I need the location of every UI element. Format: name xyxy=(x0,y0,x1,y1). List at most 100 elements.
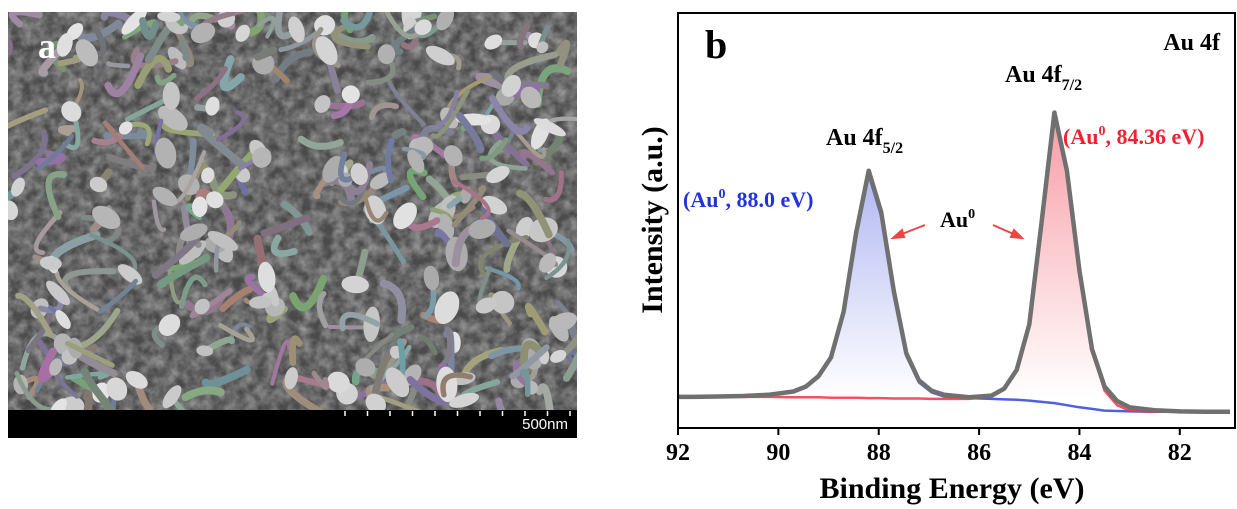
fiber xyxy=(487,139,528,171)
particle xyxy=(53,333,73,355)
particle xyxy=(449,392,480,408)
particle xyxy=(121,12,148,35)
particle xyxy=(539,253,557,273)
fiber xyxy=(340,12,373,31)
particle xyxy=(414,19,432,36)
particle xyxy=(190,22,216,44)
fiber xyxy=(535,383,554,410)
fiber xyxy=(455,111,485,154)
fiber xyxy=(8,36,13,56)
fiber xyxy=(106,61,131,69)
state-label: (Au0, 88.0 eV) xyxy=(683,187,813,212)
fiber xyxy=(431,88,470,139)
particle xyxy=(315,36,338,66)
fiber xyxy=(516,23,531,50)
particle xyxy=(11,177,25,197)
fiber xyxy=(33,210,63,256)
fiber xyxy=(428,89,460,130)
fiber xyxy=(516,189,553,239)
panel-label: b xyxy=(705,22,727,67)
fiber xyxy=(555,39,571,68)
particle xyxy=(436,12,455,31)
fiber xyxy=(157,254,210,288)
particle xyxy=(491,290,515,314)
fiber xyxy=(391,128,407,139)
particle xyxy=(327,371,350,393)
fiber xyxy=(519,149,556,176)
particle xyxy=(314,95,331,113)
fiber xyxy=(219,55,245,92)
particle xyxy=(377,44,396,65)
particle xyxy=(75,39,99,67)
fiber xyxy=(451,185,487,228)
fiber xyxy=(543,170,564,203)
scale-bar-label: 500nm xyxy=(522,416,568,433)
particle xyxy=(288,16,305,43)
particle xyxy=(205,96,220,116)
fiber xyxy=(177,12,200,29)
scale-bar-strip xyxy=(8,410,577,438)
fiber xyxy=(270,339,292,386)
fiber xyxy=(54,270,100,312)
particle xyxy=(533,118,566,137)
particle xyxy=(486,166,510,184)
fiber xyxy=(260,214,311,237)
particle xyxy=(92,205,121,229)
particle xyxy=(49,398,68,410)
particle xyxy=(257,261,276,293)
particle xyxy=(423,265,440,291)
particle xyxy=(118,121,133,135)
fiber xyxy=(440,372,474,398)
fiber xyxy=(368,102,399,121)
fiber xyxy=(45,171,67,220)
particle xyxy=(284,367,298,390)
particle xyxy=(425,45,455,66)
particle xyxy=(443,145,463,167)
fiber xyxy=(201,365,251,388)
particle xyxy=(355,358,376,377)
x-tick-label: 90 xyxy=(766,440,790,466)
fiber xyxy=(104,52,145,98)
particle xyxy=(206,191,224,209)
particle xyxy=(157,12,181,22)
particle xyxy=(369,172,391,190)
fiber xyxy=(280,200,314,236)
center-label: Au0 xyxy=(940,207,975,232)
fiber xyxy=(446,195,463,209)
fiber xyxy=(524,302,549,336)
xps-plot: b Au 4f Binding Energy (eV) Intensity (a… xyxy=(636,12,1236,505)
particle xyxy=(49,358,63,376)
particle xyxy=(8,200,19,221)
peak-fill xyxy=(678,116,1230,428)
fiber xyxy=(193,65,228,102)
fiber xyxy=(102,120,145,170)
particle xyxy=(520,86,542,109)
fiber xyxy=(207,174,238,200)
fiber xyxy=(331,24,371,50)
fiber xyxy=(297,135,344,150)
panel-label: a xyxy=(38,26,56,66)
fiber xyxy=(387,79,426,127)
particle xyxy=(252,147,272,168)
fiber xyxy=(491,71,509,88)
fiber xyxy=(129,121,152,147)
arrows xyxy=(890,224,1025,240)
y-axis-label: Intensity (a.u.) xyxy=(636,126,669,314)
particle xyxy=(385,367,410,398)
particle xyxy=(89,176,108,193)
peak-label: Au 4f7/2 xyxy=(1005,62,1082,94)
fiber xyxy=(218,322,255,343)
particle xyxy=(341,85,360,104)
x-axis-label: Binding Energy (eV) xyxy=(819,472,1084,505)
fiber xyxy=(35,133,75,172)
fiber xyxy=(311,370,330,390)
particle xyxy=(39,256,62,271)
particle xyxy=(434,291,460,324)
particle xyxy=(548,312,577,332)
fiber xyxy=(151,199,167,232)
fiber xyxy=(270,234,298,257)
fiber xyxy=(489,95,531,135)
chart-title: Au 4f xyxy=(1163,30,1221,56)
fiber xyxy=(8,107,49,129)
